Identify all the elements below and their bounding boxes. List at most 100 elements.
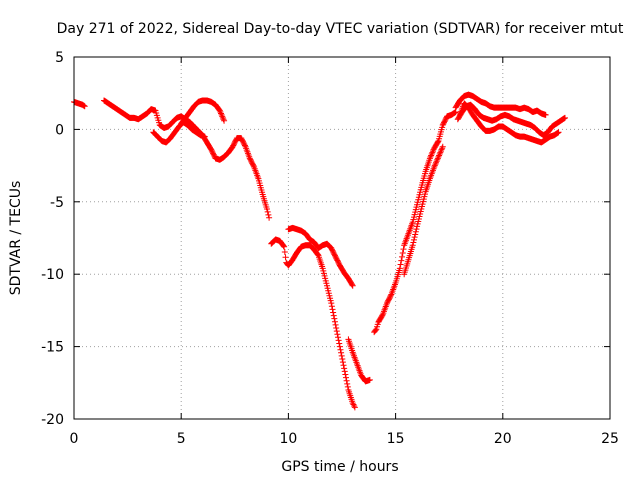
data-point <box>263 206 270 213</box>
series-track-j-18h-upper <box>452 91 549 118</box>
data-point <box>429 149 436 156</box>
data-point <box>400 246 407 253</box>
data-point <box>428 152 435 159</box>
data-point <box>266 214 273 221</box>
data-point <box>264 208 271 215</box>
data-point <box>435 153 442 160</box>
data-point <box>339 356 346 363</box>
data-point <box>328 303 335 310</box>
data-point <box>426 155 433 162</box>
data-point <box>428 151 435 158</box>
plot-frame <box>73 56 611 420</box>
data-point <box>366 376 373 383</box>
data-point <box>281 243 288 250</box>
data-point <box>410 239 417 246</box>
data-point <box>555 129 562 136</box>
data-point <box>216 107 223 114</box>
data-point <box>344 383 351 390</box>
data-point <box>341 368 348 375</box>
data-point <box>561 114 568 121</box>
data-point <box>349 282 356 289</box>
data-point <box>396 265 403 272</box>
data-point <box>349 400 356 407</box>
x-tick-label: 25 <box>601 431 619 447</box>
data-point <box>338 352 345 359</box>
series-track-b-main <box>101 97 273 221</box>
data-point <box>281 248 288 255</box>
data-point <box>431 164 438 171</box>
data-point <box>432 161 439 168</box>
data-point <box>439 143 446 150</box>
data-point <box>431 162 438 169</box>
series-track-e-9h <box>268 236 358 411</box>
data-point <box>437 148 444 155</box>
data-point <box>330 309 337 316</box>
data-point <box>349 281 356 288</box>
series-track-g-13h <box>345 336 373 385</box>
data-point <box>334 331 341 338</box>
data-point <box>439 145 446 152</box>
series-track-h-14h <box>371 109 459 336</box>
data-point <box>437 149 444 156</box>
x-tick-label: 10 <box>279 431 297 447</box>
data-points <box>71 91 568 411</box>
data-point <box>280 242 287 249</box>
data-point <box>339 359 346 366</box>
series-track-l-19h-lower <box>456 100 562 146</box>
data-point <box>218 110 225 117</box>
data-point <box>372 327 379 334</box>
data-point <box>397 261 404 268</box>
data-point <box>328 300 335 307</box>
data-point <box>436 151 443 158</box>
data-point <box>379 312 386 319</box>
data-point <box>314 251 321 258</box>
series-track-i-15h <box>401 143 446 278</box>
y-axis-label: SDTVAR / TECUs <box>8 181 24 296</box>
data-point <box>387 292 394 299</box>
data-point <box>412 228 419 235</box>
data-point <box>436 152 443 159</box>
data-point <box>409 242 416 249</box>
x-tick-label: 20 <box>494 431 512 447</box>
data-point <box>331 318 338 325</box>
data-point <box>427 153 434 160</box>
x-tick-label: 5 <box>177 431 186 447</box>
data-point <box>250 162 257 169</box>
data-point <box>433 158 440 165</box>
data-point <box>341 365 348 372</box>
data-point <box>351 402 358 409</box>
data-point <box>241 142 248 149</box>
data-point <box>331 315 338 322</box>
data-point <box>221 117 228 124</box>
data-point <box>265 211 272 218</box>
data-point <box>542 111 549 118</box>
data-point <box>413 226 420 233</box>
data-point <box>335 334 342 341</box>
data-point <box>399 253 406 260</box>
x-axis-label: GPS time / hours <box>281 459 398 475</box>
data-point <box>350 401 357 408</box>
tick-labels: 0 5 10 15 20 25 -20 -15 -10 -5 0 5 <box>41 50 619 447</box>
data-point <box>219 113 226 120</box>
data-point <box>219 114 226 121</box>
data-point <box>332 321 339 328</box>
data-point <box>333 328 340 335</box>
x-tick-label: 15 <box>387 431 405 447</box>
data-point <box>337 346 344 353</box>
data-point <box>434 155 441 162</box>
y-tick-label: -5 <box>50 195 64 211</box>
data-point <box>351 404 358 411</box>
series-track-d-upper-hump <box>178 97 228 127</box>
data-point <box>282 254 289 261</box>
data-point <box>218 111 225 118</box>
y-tick-label: -15 <box>41 340 64 356</box>
y-tick-label: 5 <box>55 50 64 66</box>
data-point <box>338 349 345 356</box>
data-point <box>329 306 336 313</box>
data-point <box>217 109 224 116</box>
series-track-a-early <box>71 98 88 110</box>
data-point <box>410 236 417 243</box>
data-point <box>434 156 441 163</box>
chart-title: Day 271 of 2022, Sidereal Day-to-day VTE… <box>57 21 624 37</box>
